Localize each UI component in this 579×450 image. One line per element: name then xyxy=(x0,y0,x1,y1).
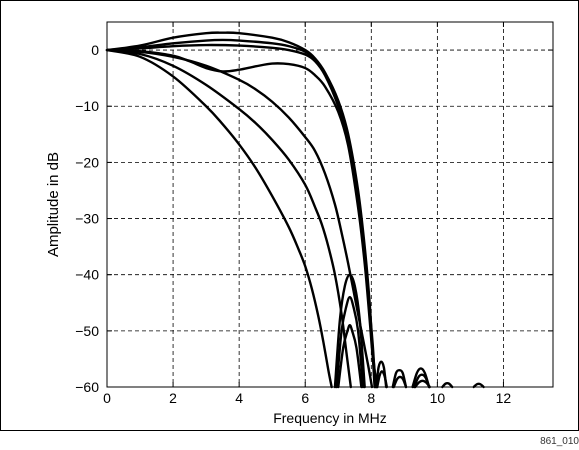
x-tick-label: 10 xyxy=(430,390,446,406)
x-tick-label: 8 xyxy=(367,390,375,406)
figure-id-label: 861_010 xyxy=(540,436,579,447)
y-tick-label: −60 xyxy=(75,379,99,395)
amplitude-frequency-chart: 0 2 4 6 8 10 12 0 −10 −20 −30 −40 −50 −60 Frequency … xyxy=(45,21,554,426)
y-tick-label: −30 xyxy=(75,211,99,227)
series-line-5 xyxy=(105,48,374,389)
series-line-6 xyxy=(105,48,353,389)
series-curves xyxy=(105,31,485,389)
series-line-2 xyxy=(105,38,377,389)
series-line-19 xyxy=(472,382,485,389)
y-axis-label: Amplitude in dB xyxy=(45,152,62,257)
series-line-16 xyxy=(413,373,431,389)
y-tick-label: 0 xyxy=(91,42,99,58)
series-line-7 xyxy=(105,48,333,389)
series-line-11 xyxy=(375,360,388,389)
series-line-14 xyxy=(392,375,408,389)
x-axis-label: Frequency in MHz xyxy=(273,410,387,426)
y-tick-labels: 0 −10 −20 −30 −40 −50 −60 xyxy=(75,42,99,395)
series-line-17 xyxy=(414,379,431,389)
x-tick-label: 2 xyxy=(169,390,177,406)
series-line-8 xyxy=(333,273,366,389)
series-line-1 xyxy=(105,31,376,389)
x-tick-label: 0 xyxy=(103,390,111,406)
x-tick-labels: 0 2 4 6 8 10 12 xyxy=(103,390,511,406)
plot-area-border xyxy=(106,21,554,388)
series-line-9 xyxy=(335,295,365,389)
y-tick-label: −40 xyxy=(75,267,99,283)
y-tick-label: −20 xyxy=(75,154,99,170)
series-line-18 xyxy=(441,382,454,389)
y-tick-label: −50 xyxy=(75,323,99,339)
x-tick-label: 12 xyxy=(496,390,512,406)
x-tick-label: 4 xyxy=(235,390,243,406)
series-line-12 xyxy=(376,370,389,389)
x-tick-label: 6 xyxy=(301,390,309,406)
series-line-13 xyxy=(391,368,408,389)
chart-frame: 0 2 4 6 8 10 12 0 −10 −20 −30 −40 −50 −60 Frequency … xyxy=(0,0,579,431)
axis-ticks xyxy=(106,22,553,388)
series-line-10 xyxy=(337,324,363,389)
y-tick-label: −10 xyxy=(75,98,99,114)
